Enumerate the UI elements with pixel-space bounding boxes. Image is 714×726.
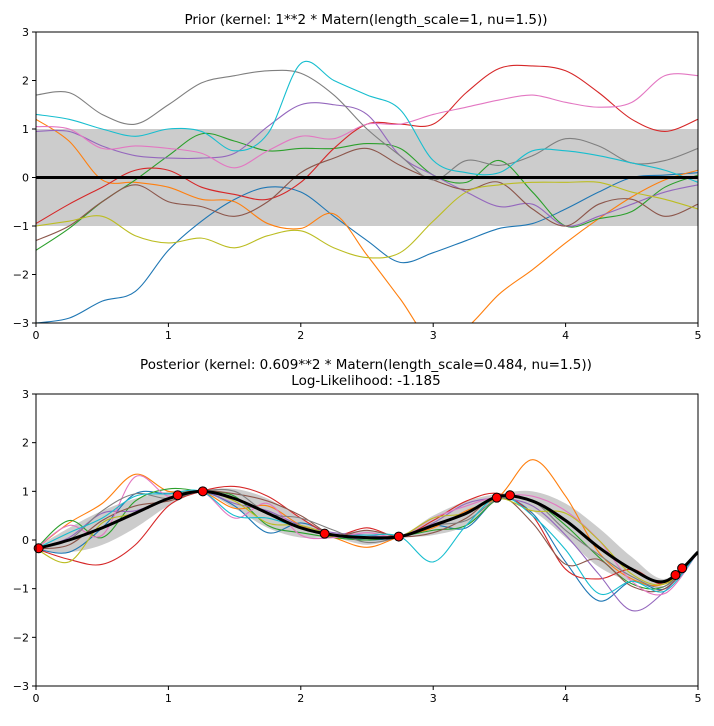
y-tick-label: 1 xyxy=(22,485,29,498)
y-tick-label: −1 xyxy=(13,220,29,233)
y-tick-label: 0 xyxy=(22,172,29,185)
y-tick-label: −3 xyxy=(13,680,29,693)
observation-point xyxy=(172,490,183,501)
prior-sample-line-5 xyxy=(36,102,698,227)
prior-sample-line-3 xyxy=(36,132,698,251)
posterior-sample-line-6 xyxy=(36,490,698,593)
y-tick-label: 3 xyxy=(22,388,29,401)
posterior-sample-line-7 xyxy=(36,475,698,596)
posterior-plot-area xyxy=(36,459,698,612)
prior-sample-line-9 xyxy=(36,181,698,259)
observation-point xyxy=(670,570,681,581)
y-tick-label: 0 xyxy=(22,534,29,547)
posterior-title: Posterior (kernel: 0.609**2 * Matern(len… xyxy=(140,357,592,373)
x-tick-label: 4 xyxy=(562,329,569,342)
prior-plot: 0 1 2 3 4 5 3 2 1 0 −1 −2 −3 xyxy=(13,26,702,342)
posterior-sample-line-4 xyxy=(36,485,698,585)
x-tick-label: 3 xyxy=(430,692,437,705)
posterior-mean-line xyxy=(36,489,698,584)
prior-sample-line-6 xyxy=(36,147,698,242)
observation-point xyxy=(33,543,44,554)
observation-point xyxy=(677,563,688,574)
observation-point xyxy=(319,528,330,539)
y-tick-label: −2 xyxy=(13,269,29,282)
posterior-plot: 0 1 2 3 4 5 3 2 1 0 −1 −2 −3 xyxy=(13,388,702,705)
x-tick-label: 1 xyxy=(165,329,172,342)
prior-sample-line-10 xyxy=(36,60,698,183)
y-tick-label: 3 xyxy=(22,26,29,39)
posterior-subtitle: Log-Likelihood: -1.185 xyxy=(291,373,440,389)
observation-point xyxy=(393,531,404,542)
x-tick-label: 5 xyxy=(695,692,702,705)
y-tick-label: 2 xyxy=(22,437,29,450)
observation-point xyxy=(491,492,502,503)
posterior-sample-line-10 xyxy=(36,489,698,596)
prior-title: Prior (kernel: 1**2 * Matern(length_scal… xyxy=(184,12,547,28)
x-tick-label: 0 xyxy=(33,692,40,705)
prior-plot-area xyxy=(36,60,698,323)
y-tick-label: −3 xyxy=(13,317,29,330)
y-tick-label: −1 xyxy=(13,583,29,596)
observation-point xyxy=(197,486,208,497)
y-tick-label: −2 xyxy=(13,631,29,644)
prior-sample-line-8 xyxy=(36,69,698,181)
x-tick-label: 1 xyxy=(165,692,172,705)
x-tick-label: 4 xyxy=(562,692,569,705)
prior-sample-line-7 xyxy=(36,73,698,169)
y-tick-label: 2 xyxy=(22,75,29,88)
prior-sample-line-2 xyxy=(36,118,698,323)
prior-sample-line-1 xyxy=(36,172,698,323)
x-tick-label: 2 xyxy=(297,692,304,705)
y-tick-label: 1 xyxy=(22,123,29,136)
x-tick-label: 2 xyxy=(297,329,304,342)
observation-point xyxy=(504,490,515,501)
x-tick-label: 5 xyxy=(695,329,702,342)
x-tick-label: 3 xyxy=(430,329,437,342)
x-tick-label: 0 xyxy=(33,329,40,342)
